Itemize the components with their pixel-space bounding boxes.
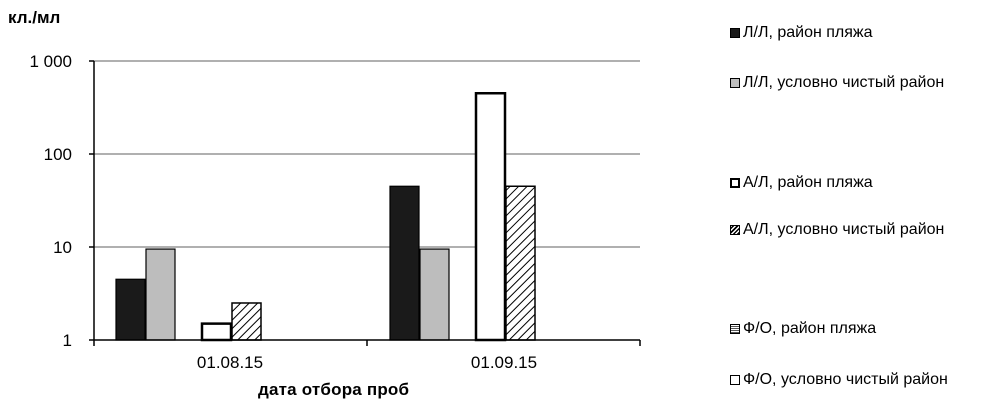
y-tick-label: 1: [63, 331, 72, 350]
bar-s3-c1: [505, 185, 536, 341]
legend-label: А/Л, район пляжа: [743, 174, 873, 191]
legend: Л/Л, район пляжа Л/Л, условно чистый рай…: [730, 0, 980, 407]
legend-label: Л/Л, условно чистый район: [743, 74, 945, 91]
legend-swatch: [730, 375, 740, 385]
x-tick-label: 01.08.15: [197, 353, 263, 372]
legend-swatch: [730, 324, 740, 334]
legend-item-ll-clean: Л/Л, условно чистый район: [730, 74, 979, 92]
legend-label: Ф/О, условно чистый район: [743, 371, 948, 388]
y-tick-label: 100: [44, 145, 72, 164]
legend-label: А/Л, условно чистый район: [743, 221, 945, 238]
legend-item-al-clean: А/Л, условно чистый район: [730, 221, 979, 239]
legend-swatch: [730, 178, 740, 188]
y-tick-label: 10: [53, 238, 72, 257]
y-axis-label: кл./мл: [8, 8, 61, 27]
legend-swatch: [730, 28, 740, 38]
bar-s0-c1: [389, 185, 420, 341]
bar-s2-c1: [474, 92, 507, 342]
x-tick-label: 01.09.15: [471, 353, 537, 372]
y-tick-label: 1 000: [29, 52, 72, 71]
legend-label: Л/Л, район пляжа: [743, 24, 873, 41]
legend-item-fo-beach: Ф/О, район пляжа: [730, 320, 979, 338]
bar-s0-c0: [115, 278, 146, 341]
x-axis-label: дата отбора проб: [258, 380, 410, 399]
bar-s1-c0: [145, 248, 176, 341]
legend-label: Ф/О, район пляжа: [743, 320, 877, 337]
legend-swatch: [730, 225, 740, 235]
bar-s2-c0: [200, 322, 233, 342]
legend-item-fo-clean: Ф/О, условно чистый район: [730, 371, 979, 389]
bar-s1-c1: [419, 248, 450, 341]
legend-item-al-beach: А/Л, район пляжа: [730, 174, 979, 192]
legend-swatch: [730, 78, 740, 88]
legend-item-ll-beach: Л/Л, район пляжа: [730, 24, 979, 42]
bar-s3-c0: [231, 302, 262, 341]
